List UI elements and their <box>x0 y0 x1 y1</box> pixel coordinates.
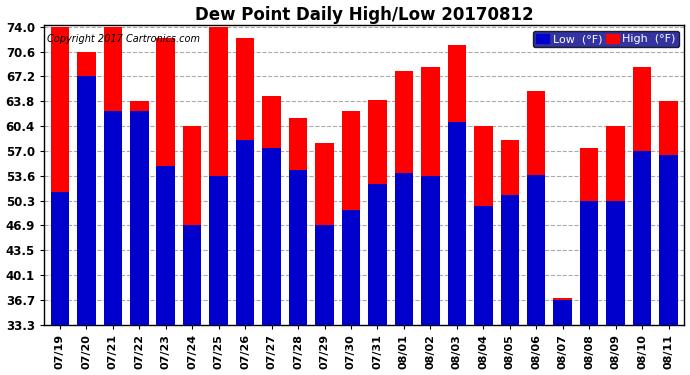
Bar <box>209 176 228 325</box>
Bar <box>607 201 625 325</box>
Bar <box>527 175 546 325</box>
Bar <box>448 45 466 325</box>
Bar <box>236 140 255 325</box>
Bar <box>342 111 360 325</box>
Bar <box>368 184 386 325</box>
Bar <box>474 206 493 325</box>
Bar <box>580 201 598 325</box>
Bar <box>289 170 307 325</box>
Bar <box>104 27 122 325</box>
Bar <box>183 126 201 325</box>
Bar <box>236 38 255 325</box>
Bar <box>157 38 175 325</box>
Bar <box>553 300 572 325</box>
Legend: Low  (°F), High  (°F): Low (°F), High (°F) <box>533 31 679 48</box>
Bar <box>315 142 334 325</box>
Bar <box>553 298 572 325</box>
Bar <box>421 176 440 325</box>
Bar <box>395 173 413 325</box>
Bar <box>368 100 386 325</box>
Bar <box>315 225 334 325</box>
Bar <box>660 155 678 325</box>
Bar <box>500 140 519 325</box>
Title: Dew Point Daily High/Low 20170812: Dew Point Daily High/Low 20170812 <box>195 6 533 24</box>
Bar <box>607 126 625 325</box>
Bar <box>130 102 148 325</box>
Bar <box>77 51 96 325</box>
Bar <box>660 102 678 325</box>
Bar <box>527 91 546 325</box>
Bar <box>421 67 440 325</box>
Bar <box>104 111 122 325</box>
Bar <box>50 27 69 325</box>
Bar <box>474 126 493 325</box>
Text: Copyright 2017 Cartronics.com: Copyright 2017 Cartronics.com <box>47 34 200 44</box>
Bar <box>633 67 651 325</box>
Bar <box>262 96 281 325</box>
Bar <box>342 210 360 325</box>
Bar <box>130 111 148 325</box>
Bar <box>580 148 598 325</box>
Bar <box>633 152 651 325</box>
Bar <box>50 192 69 325</box>
Bar <box>289 118 307 325</box>
Bar <box>395 70 413 325</box>
Bar <box>183 225 201 325</box>
Bar <box>500 195 519 325</box>
Bar <box>209 27 228 325</box>
Bar <box>262 148 281 325</box>
Bar <box>448 122 466 325</box>
Bar <box>157 166 175 325</box>
Bar <box>77 76 96 325</box>
